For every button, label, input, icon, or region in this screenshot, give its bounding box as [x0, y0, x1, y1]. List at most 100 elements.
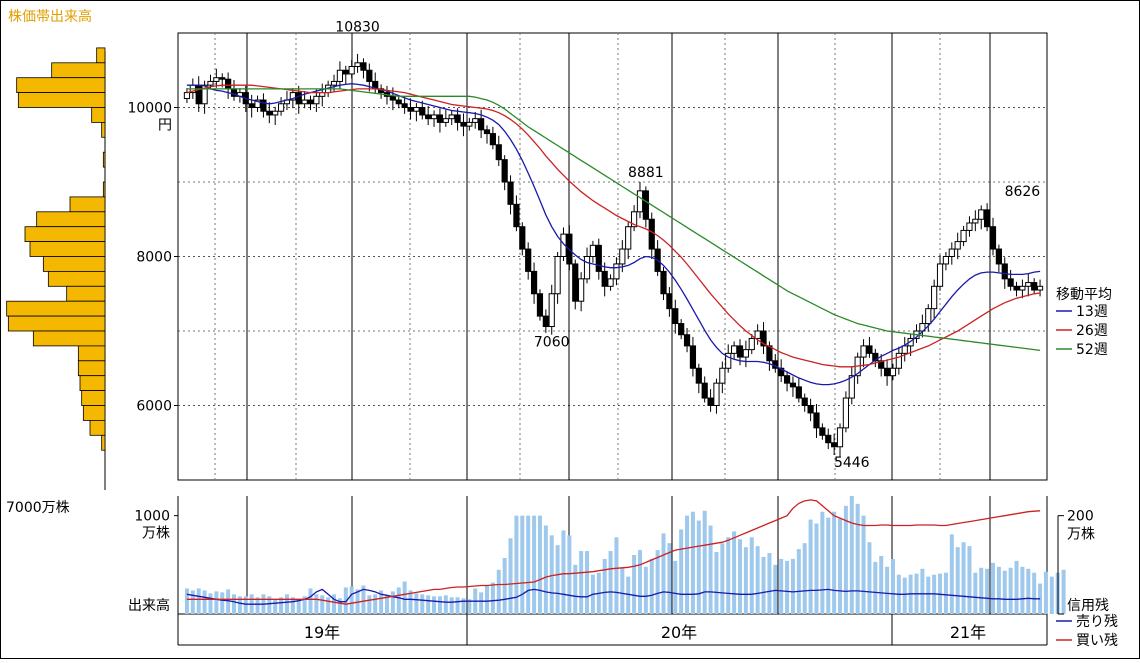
candle-body — [342, 69, 349, 75]
candlestick — [1013, 281, 1020, 297]
candlestick — [542, 309, 549, 333]
candle-body — [707, 397, 714, 406]
candlestick — [607, 274, 614, 291]
candlestick — [701, 376, 708, 403]
volume-profile-bar — [77, 360, 106, 377]
candle-body — [366, 69, 373, 82]
candlestick — [960, 225, 967, 247]
candle-body — [407, 107, 414, 112]
candle-body — [848, 375, 855, 399]
volume-bar — [755, 546, 760, 614]
candle-body — [630, 211, 638, 228]
volume-profile-bar — [17, 92, 106, 108]
candlestick — [984, 203, 991, 232]
candle-body — [501, 159, 508, 183]
volume-bar — [243, 596, 248, 614]
volume-bar — [373, 594, 378, 614]
volume-bar — [661, 533, 666, 614]
volume-profile-bar — [69, 196, 106, 213]
candle-body — [401, 103, 408, 109]
candle-body — [1031, 282, 1038, 291]
candlestick — [742, 340, 749, 368]
candle-body — [213, 77, 220, 82]
volume-bar — [537, 515, 542, 614]
volume-bar — [214, 591, 219, 614]
volume-profile-bar — [101, 122, 106, 138]
price-tick-label: 8000 — [136, 250, 172, 266]
volume-bar — [302, 596, 307, 614]
price-annotation: 5446 — [834, 455, 870, 471]
candlestick — [513, 195, 520, 232]
candlestick — [436, 108, 444, 133]
volume-bar — [290, 597, 295, 614]
candlestick — [660, 266, 667, 301]
candlestick — [583, 247, 591, 284]
candle-body — [731, 345, 738, 354]
candlestick — [925, 304, 932, 332]
volume-bar — [726, 537, 731, 614]
candle-body — [425, 114, 432, 120]
volume-bar — [314, 594, 319, 614]
candle-body — [225, 78, 232, 90]
candle-body — [1007, 278, 1014, 287]
candle-body — [601, 270, 608, 287]
volume-bar — [749, 537, 754, 614]
candlestick — [277, 97, 285, 116]
candlestick — [454, 108, 461, 131]
volume-profile-bar — [47, 270, 106, 287]
volume-bar — [902, 577, 907, 614]
volume-bar — [602, 558, 607, 614]
margin-legend-title: 信用残 — [1067, 598, 1109, 614]
volume-bar — [767, 553, 772, 614]
volume-bar — [796, 549, 801, 614]
candle-body — [789, 382, 797, 388]
volume-profile-bar — [79, 375, 106, 392]
candle-body — [607, 278, 614, 287]
volume-bar — [608, 551, 613, 614]
candle-body — [842, 397, 850, 429]
volume-bar — [308, 588, 313, 614]
candle-body — [336, 69, 344, 82]
candle-body — [454, 114, 461, 123]
volume-bar — [320, 595, 325, 614]
volume-bar — [890, 558, 895, 614]
volume-profile-bar — [89, 419, 106, 436]
candlestick — [425, 106, 432, 126]
candle-body — [695, 367, 702, 384]
candle-body — [778, 367, 785, 377]
volume-bar — [490, 582, 495, 614]
candlestick — [842, 391, 850, 433]
volume-bar — [226, 589, 231, 614]
volume-bar — [549, 535, 554, 614]
margin-legend-label: 買い残 — [1076, 633, 1118, 649]
candle-body — [395, 99, 402, 105]
volume-unit-label: 万株 — [142, 526, 170, 542]
volume-bar — [879, 555, 884, 614]
candlestick — [213, 68, 220, 88]
candle-body — [460, 121, 467, 127]
candle-body — [889, 367, 897, 377]
candle-body — [948, 248, 955, 258]
volume-bar — [761, 556, 766, 614]
volume-bar — [220, 592, 225, 614]
volume-bar — [790, 558, 795, 614]
volume-bar — [279, 597, 284, 614]
candle-body — [348, 66, 355, 75]
candle-body — [560, 233, 567, 257]
candle-body — [754, 330, 761, 339]
candle-body — [330, 80, 338, 86]
candle-body — [248, 103, 255, 109]
candle-body — [713, 382, 720, 406]
candle-body — [525, 248, 532, 272]
ma-legend-label: 26週 — [1076, 323, 1108, 339]
margin-legend-label: 売り残 — [1076, 614, 1118, 630]
volume-bar — [449, 597, 454, 614]
price-annotation: 8881 — [628, 165, 664, 181]
candle-body — [277, 103, 285, 112]
candle-body — [995, 248, 1002, 265]
candle-body — [260, 99, 267, 112]
candle-body — [878, 360, 885, 369]
volume-profile-bar — [66, 285, 106, 302]
volume-bar — [1008, 567, 1013, 614]
candle-body — [725, 352, 732, 369]
